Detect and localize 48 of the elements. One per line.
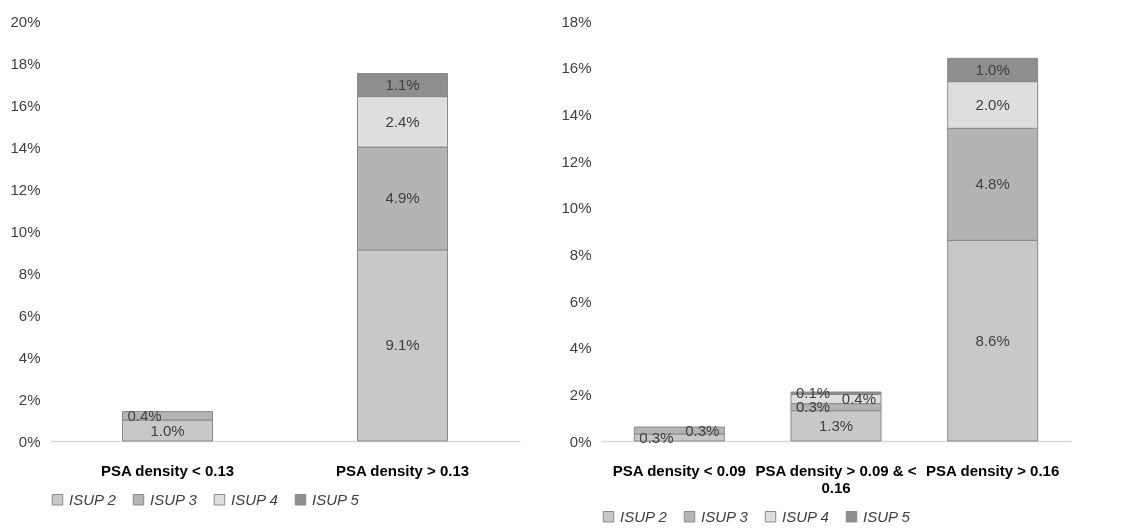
y-tick-label: 16% [10, 96, 41, 114]
y-tick-label: 4% [569, 339, 592, 357]
x-tick-label: PSA density < 0.09 [612, 461, 746, 479]
y-tick-label: 2% [18, 390, 41, 408]
y-tick-label: 12% [10, 180, 41, 198]
y-tick-label: 14% [561, 105, 592, 123]
data-label: 0.3% [639, 428, 674, 446]
y-tick-label: 8% [569, 245, 592, 263]
data-label: 0.3% [685, 421, 720, 439]
legend-label: ISUP 2 [69, 490, 117, 508]
x-tick-label: PSA density > 0.09 & < 0.16 [755, 461, 917, 496]
y-tick-label: 18% [561, 12, 592, 30]
y-tick-label: 20% [10, 12, 41, 30]
data-label: 9.1% [385, 336, 420, 354]
y-tick-label: 4% [18, 348, 41, 366]
data-label: 2.0% [975, 96, 1010, 113]
y-tick-label: 18% [10, 54, 41, 72]
data-label: 1.0% [150, 421, 185, 439]
data-label: 8.6% [975, 331, 1010, 349]
y-tick-label: 8% [18, 264, 41, 282]
legend-label: ISUP 5 [312, 490, 360, 508]
legend-label: ISUP 4 [782, 507, 829, 525]
y-tick-label: 6% [18, 306, 41, 324]
y-tick-label: 10% [10, 222, 41, 240]
data-label: 1.3% [818, 416, 854, 434]
y-tick-label: 12% [561, 152, 592, 170]
y-tick-label: 14% [10, 138, 41, 156]
data-label: 4.9% [385, 189, 420, 207]
x-tick-label: PSA density > 0.16 [926, 461, 1060, 479]
y-tick-label: 10% [561, 199, 592, 217]
y-tick-label: 0% [18, 432, 41, 450]
y-tick-label: 2% [569, 385, 592, 403]
data-label: 4.8% [975, 175, 1010, 193]
y-tick-label: 0% [569, 432, 592, 450]
legend-label: ISUP 2 [620, 507, 668, 525]
legend-label: ISUP 5 [863, 507, 911, 525]
data-label: 0.4% [841, 390, 876, 407]
y-tick-label: 6% [569, 292, 592, 310]
legend-label: ISUP 3 [701, 507, 749, 525]
data-label: 2.4% [385, 112, 420, 130]
legend-label: ISUP 3 [150, 490, 198, 508]
x-tick-label: PSA density < 0.13 [100, 461, 235, 479]
y-tick-label: 16% [561, 59, 592, 77]
data-label: 1.0% [975, 61, 1010, 78]
legend-label: ISUP 4 [231, 490, 278, 508]
x-tick-label: PSA density > 0.13 [335, 461, 470, 479]
data-label: 0.4% [127, 406, 162, 424]
data-label: 1.1% [385, 76, 420, 94]
